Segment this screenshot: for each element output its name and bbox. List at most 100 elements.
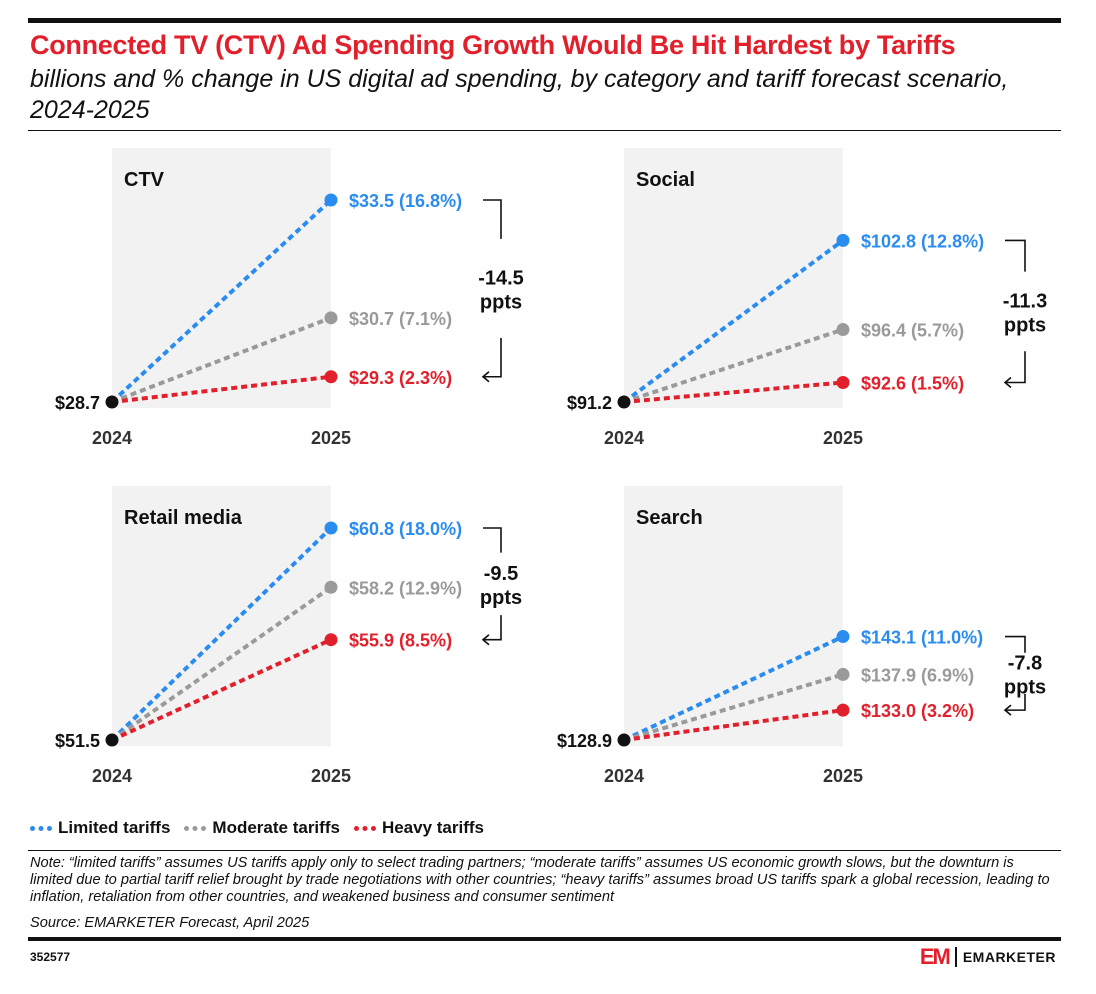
- base-value-label: $28.7: [55, 393, 100, 413]
- chart-id: 352577: [30, 950, 71, 964]
- value-label-moderate: $58.2 (12.9%): [349, 578, 462, 598]
- series-line-moderate: [623, 327, 844, 404]
- end-point-moderate: [836, 323, 850, 337]
- brand-name: EMARKETER: [962, 949, 1056, 965]
- bracket-upper: [483, 527, 502, 553]
- base-value-label: $51.5: [55, 731, 100, 751]
- footnote: Note: “limited tariffs” assumes US tarif…: [30, 855, 1050, 905]
- end-point-limited: [324, 193, 338, 207]
- series-line-moderate: [111, 315, 332, 404]
- x-tick-label: 2025: [311, 766, 351, 786]
- legend-item-moderate: Moderate tariffs: [184, 818, 340, 838]
- end-point-limited: [836, 233, 850, 247]
- value-label-limited: $102.8 (12.8%): [861, 231, 984, 251]
- panel-background: [112, 148, 331, 408]
- legend-item-heavy: Heavy tariffs: [353, 818, 484, 838]
- legend-swatch-moderate: [184, 825, 207, 831]
- brand-logo: EM EMARKETER: [920, 944, 1056, 970]
- bracket-arrow-icon: [1003, 376, 1012, 389]
- panel-title: Search: [636, 507, 703, 529]
- panel-background: [624, 486, 843, 746]
- base-value-label: $91.2: [567, 393, 612, 413]
- gap-unit: ppts: [480, 587, 522, 609]
- end-point-moderate: [324, 580, 338, 594]
- panel-title: Retail media: [124, 507, 243, 529]
- legend-label-moderate: Moderate tariffs: [212, 818, 340, 837]
- value-label-moderate: $30.7 (7.1%): [349, 309, 452, 329]
- gap-unit: ppts: [1004, 314, 1046, 336]
- gap-unit: ppts: [1004, 676, 1046, 698]
- subtitle-rule: [28, 130, 1061, 131]
- series-line-heavy: [111, 637, 332, 742]
- gap-unit: ppts: [480, 291, 522, 313]
- value-label-heavy: $29.3 (2.3%): [349, 368, 452, 388]
- x-tick-label: 2025: [823, 766, 863, 786]
- panel-ctv: CTV $33.5 (16.8%) $30.7 (7.1%) $29.3 (2.3%)…: [55, 148, 524, 448]
- start-point: [617, 733, 631, 747]
- panel-title: CTV: [124, 169, 165, 191]
- x-tick-label: 2024: [92, 428, 132, 448]
- value-label-limited: $143.1 (11.0%): [861, 628, 983, 648]
- bracket-lower: [1005, 351, 1026, 384]
- legend-label-heavy: Heavy tariffs: [381, 818, 484, 837]
- bracket-upper: [1005, 239, 1026, 272]
- end-point-heavy: [324, 370, 338, 384]
- value-label-heavy: $92.6 (1.5%): [861, 373, 964, 393]
- legend-item-limited: Limited tariffs: [30, 818, 170, 838]
- end-point-heavy: [836, 703, 850, 717]
- value-label-limited: $33.5 (16.8%): [349, 191, 462, 211]
- end-point-moderate: [324, 311, 338, 325]
- value-label-moderate: $137.9 (6.9%): [861, 665, 974, 685]
- bottom-rule: [28, 937, 1061, 941]
- value-label-heavy: $133.0 (3.2%): [861, 701, 974, 721]
- bracket-arrow-icon: [1003, 704, 1012, 716]
- series-line-heavy: [623, 708, 844, 742]
- chart-subtitle: billions and % change in US digital ad s…: [30, 65, 1009, 124]
- bracket-arrow-icon: [481, 371, 490, 383]
- brand-separator: [954, 947, 957, 967]
- top-rule: [28, 18, 1061, 23]
- x-tick-label: 2024: [604, 428, 644, 448]
- bracket-upper: [483, 199, 502, 239]
- bracket-lower: [483, 337, 502, 378]
- series-line-limited: [622, 238, 845, 404]
- series-line-moderate: [110, 585, 333, 742]
- bracket-arrow-icon: [481, 634, 490, 646]
- legend-label-limited: Limited tariffs: [58, 818, 171, 837]
- gap-value: -9.5: [484, 563, 518, 585]
- bracket-lower: [1005, 693, 1026, 711]
- base-value-label: $128.9: [557, 731, 612, 751]
- source-line: Source: EMARKETER Forecast, April 2025: [30, 915, 310, 931]
- gap-value: -7.8: [1008, 652, 1042, 674]
- brand-mark-icon: EM: [919, 944, 951, 969]
- x-tick-label: 2024: [604, 766, 644, 786]
- start-point: [617, 395, 631, 409]
- x-tick-label: 2024: [92, 766, 132, 786]
- series-line-moderate: [623, 672, 844, 742]
- series-line-limited: [623, 634, 844, 742]
- end-point-heavy: [324, 633, 338, 647]
- panel-search: Search $143.1 (11.0%) $137.9 (6.9%) $133.0 …: [557, 486, 1046, 786]
- series-line-heavy: [623, 380, 844, 404]
- end-point-limited: [836, 630, 850, 644]
- value-label-limited: $60.8 (18.0%): [349, 519, 462, 539]
- value-label-moderate: $96.4 (5.7%): [861, 321, 964, 341]
- legend: Limited tariffs Moderate tariffs Heavy t…: [30, 816, 498, 840]
- value-label-heavy: $55.9 (8.5%): [349, 631, 452, 651]
- gap-value: -11.3: [1003, 290, 1047, 312]
- start-point: [105, 733, 119, 747]
- bracket-upper: [1005, 635, 1026, 653]
- end-point-limited: [324, 521, 338, 535]
- legend-swatch-heavy: [353, 825, 376, 831]
- end-point-heavy: [836, 375, 850, 389]
- end-point-moderate: [836, 667, 850, 681]
- x-tick-label: 2025: [823, 428, 863, 448]
- panel-title: Social: [636, 169, 695, 191]
- legend-rule: [28, 850, 1061, 851]
- panel-social: Social $102.8 (12.8%) $96.4 (5.7%) $92.6 (1…: [567, 148, 1047, 448]
- legend-swatch-limited: [30, 825, 52, 831]
- chart-title: Connected TV (CTV) Ad Spending Growth Wo…: [30, 30, 956, 60]
- start-point: [105, 395, 119, 409]
- bracket-lower: [483, 615, 502, 641]
